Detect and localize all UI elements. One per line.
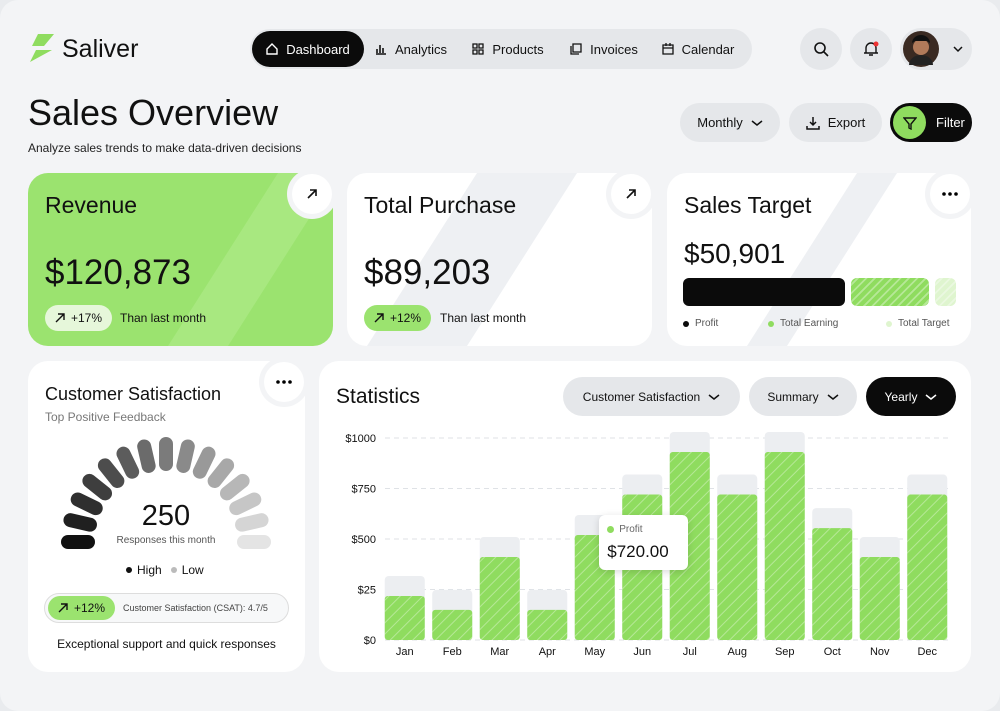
- y-tick-label: $0: [364, 635, 376, 647]
- bar-hatch: [480, 557, 520, 640]
- bar-hatch: [860, 557, 900, 640]
- bar-hatch: [527, 610, 567, 640]
- x-tick-label: Sep: [775, 646, 795, 658]
- x-tick-label: Feb: [443, 646, 462, 658]
- bar-hatch: [907, 495, 947, 640]
- x-tick-label: Mar: [490, 646, 509, 658]
- tooltip-series: Profit: [607, 524, 642, 535]
- x-tick-label: Nov: [870, 646, 890, 658]
- y-tick-label: $500: [352, 534, 376, 546]
- x-tick-label: Apr: [539, 646, 556, 658]
- x-tick-label: May: [584, 646, 605, 658]
- y-tick-label: $750: [352, 484, 376, 496]
- tooltip: Profit $720.00: [599, 515, 688, 570]
- tooltip-value: $720.00: [607, 542, 668, 562]
- bar-hatch: [717, 495, 757, 640]
- legend-swatch: [607, 526, 614, 533]
- x-tick-label: Dec: [917, 646, 937, 658]
- bar-hatch: [812, 528, 852, 640]
- x-tick-label: Jan: [396, 646, 414, 658]
- bar-hatch: [385, 596, 425, 640]
- x-tick-label: Jul: [683, 646, 697, 658]
- x-tick-label: Oct: [824, 646, 841, 658]
- x-tick-label: Aug: [727, 646, 747, 658]
- bar-hatch: [432, 610, 472, 640]
- tooltip-label: Profit: [619, 524, 642, 535]
- bar-hatch: [765, 452, 805, 640]
- y-tick-label: $1000: [345, 433, 376, 445]
- x-tick-label: Jun: [633, 646, 651, 658]
- y-tick-label: $25: [358, 585, 376, 597]
